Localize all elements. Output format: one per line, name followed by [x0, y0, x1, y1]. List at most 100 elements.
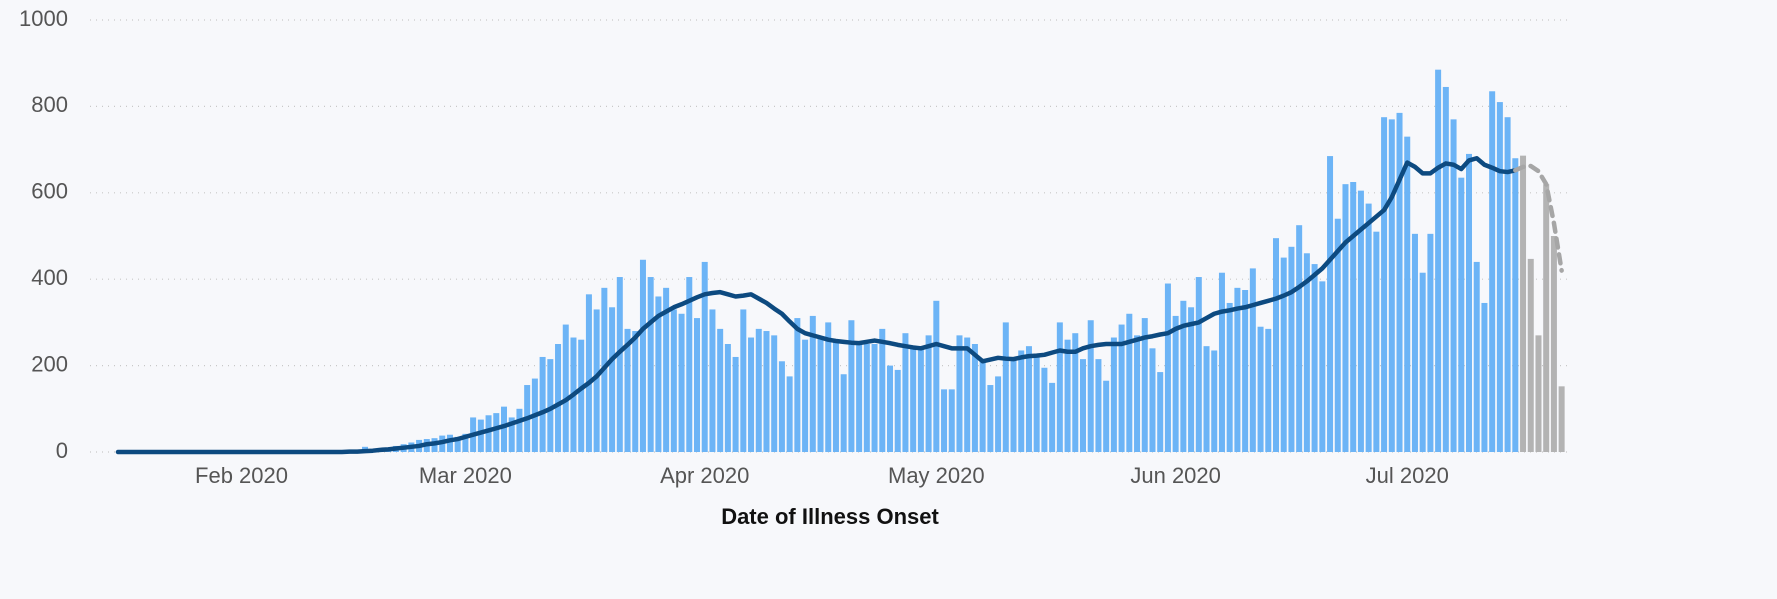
bar: [1134, 335, 1141, 452]
bar: [871, 344, 878, 452]
bar: [1242, 290, 1249, 452]
bar: [1172, 315, 1179, 452]
bar: [1164, 283, 1171, 452]
bar: [1273, 238, 1279, 452]
bar: [1002, 322, 1009, 452]
bar: [1265, 328, 1272, 452]
bar: [979, 361, 986, 452]
bar: [1049, 382, 1056, 452]
bar: [1056, 322, 1063, 452]
bar: [1411, 233, 1418, 452]
bar: [1118, 324, 1125, 452]
bar: [1496, 102, 1503, 452]
bar: [1535, 335, 1542, 452]
bar: [740, 309, 747, 452]
bar: [1396, 112, 1403, 452]
bar: [1234, 287, 1241, 452]
bar: [971, 344, 978, 452]
bar: [732, 356, 739, 452]
bar: [1404, 136, 1411, 452]
bar: [1010, 359, 1017, 452]
bar: [1126, 313, 1133, 452]
bar: [1442, 86, 1449, 453]
y-tick-label: 200: [31, 351, 68, 376]
bar: [562, 324, 569, 452]
bar: [1388, 119, 1395, 453]
y-tick-label: 800: [31, 92, 68, 117]
bar: [1087, 320, 1094, 452]
bar: [902, 333, 909, 452]
bar: [1064, 339, 1071, 452]
bar: [1218, 272, 1225, 452]
bar: [817, 337, 824, 452]
bar: [609, 307, 616, 452]
x-tick-label: Feb 2020: [195, 463, 288, 488]
bar: [964, 337, 971, 452]
bar: [485, 415, 492, 452]
y-tick-label: 600: [31, 179, 68, 204]
bar: [616, 277, 623, 452]
bar: [933, 300, 940, 452]
bar: [701, 261, 708, 452]
bar: [1211, 350, 1218, 452]
line: [115, 155, 1518, 455]
bar: [848, 320, 855, 452]
bar: [678, 313, 685, 452]
bar: [585, 294, 592, 452]
bar: [1365, 203, 1372, 452]
bar: [925, 335, 932, 452]
bar: [593, 309, 600, 452]
bar: [1249, 268, 1256, 452]
bar: [624, 328, 631, 452]
bar: [1558, 386, 1565, 452]
bar: [709, 309, 716, 452]
y-tick-label: 400: [31, 265, 68, 290]
bar: [840, 374, 847, 452]
x-tick-label: Apr 2020: [660, 463, 749, 488]
bar: [1473, 261, 1480, 452]
bar: [1527, 258, 1534, 452]
bar: [1288, 246, 1295, 452]
bar: [555, 344, 562, 452]
bar: [1450, 119, 1457, 453]
bar: [462, 433, 469, 452]
bar: [578, 339, 585, 452]
bar: [1095, 359, 1102, 452]
bar: [856, 344, 863, 452]
x-tick-label: Jun 2020: [1130, 463, 1221, 488]
bar: [1357, 190, 1364, 452]
bar: [686, 277, 693, 452]
bar: [724, 344, 731, 452]
bar: [655, 296, 662, 452]
bar: [755, 328, 762, 452]
bar: [917, 346, 924, 452]
bar: [1041, 367, 1048, 452]
plot: [90, 19, 1568, 455]
bar: [941, 389, 948, 452]
bar: [863, 344, 870, 452]
bar: [1373, 231, 1380, 452]
bar: [547, 359, 554, 452]
bar: [887, 365, 893, 452]
bar: [1381, 117, 1388, 452]
bar: [1141, 318, 1148, 452]
bar: [1334, 218, 1341, 452]
bar: [1072, 333, 1079, 452]
bar: [632, 331, 639, 452]
bar: [1195, 277, 1202, 452]
bar: [794, 318, 801, 452]
x-tick-label: May 2020: [888, 463, 985, 488]
bar: [670, 309, 677, 452]
bar: [763, 331, 770, 452]
bar: [539, 356, 546, 452]
bar: [1481, 302, 1488, 452]
bar: [1033, 354, 1040, 452]
bar: [1435, 69, 1442, 453]
bar: [771, 335, 778, 452]
bar: [1180, 300, 1187, 452]
bar: [1427, 233, 1434, 452]
bar: [1157, 372, 1164, 452]
y-tick-label: 0: [56, 438, 68, 463]
bar: [825, 322, 832, 452]
